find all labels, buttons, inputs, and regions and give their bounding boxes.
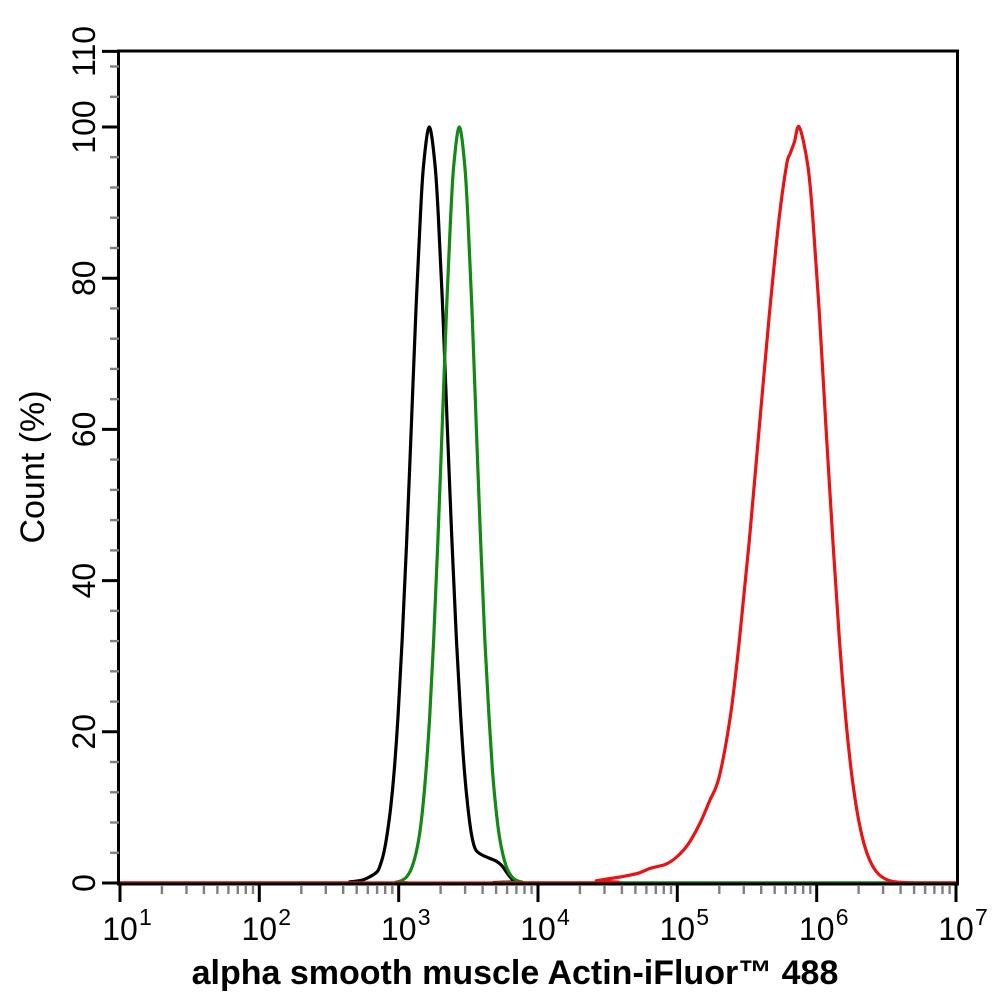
x-tick-label-base: 10	[660, 911, 696, 947]
x-tick-label-base: 10	[938, 911, 974, 947]
x-tick-label-exponent: 1	[139, 904, 152, 930]
x-tick-label-base: 10	[520, 911, 556, 947]
y-axis-title: Count (%)	[14, 390, 52, 543]
y-tick-label: 40	[66, 563, 102, 599]
series-green-histogram-curve	[120, 125, 956, 885]
y-tick-label: 60	[66, 412, 102, 448]
x-tick-label-exponent: 6	[836, 904, 849, 930]
x-tick-label-exponent: 5	[696, 904, 709, 930]
curves-layer	[120, 124, 956, 885]
x-tick-label-base: 10	[242, 911, 278, 947]
x-tick-label-base: 10	[381, 911, 417, 947]
plot-border	[117, 49, 959, 886]
x-axis-title: alpha smooth muscle Actin-iFluor™ 488	[192, 954, 839, 992]
x-tick-label-exponent: 2	[278, 904, 291, 930]
x-tick-label-exponent: 4	[557, 904, 570, 930]
y-tick-label: 80	[66, 260, 102, 296]
x-tick-label-exponent: 7	[975, 904, 988, 930]
x-tick-label-base: 10	[102, 911, 138, 947]
y-tick-label: 0	[66, 874, 102, 892]
y-tick-label: 20	[66, 714, 102, 750]
y-tick-label: 110	[66, 26, 102, 77]
x-tick-label-base: 10	[799, 911, 835, 947]
series-red-histogram-curve	[120, 124, 956, 885]
x-tick-label-exponent: 3	[418, 904, 431, 930]
y-tick-label: 100	[66, 100, 102, 153]
series-black-histogram-curve	[120, 125, 956, 885]
